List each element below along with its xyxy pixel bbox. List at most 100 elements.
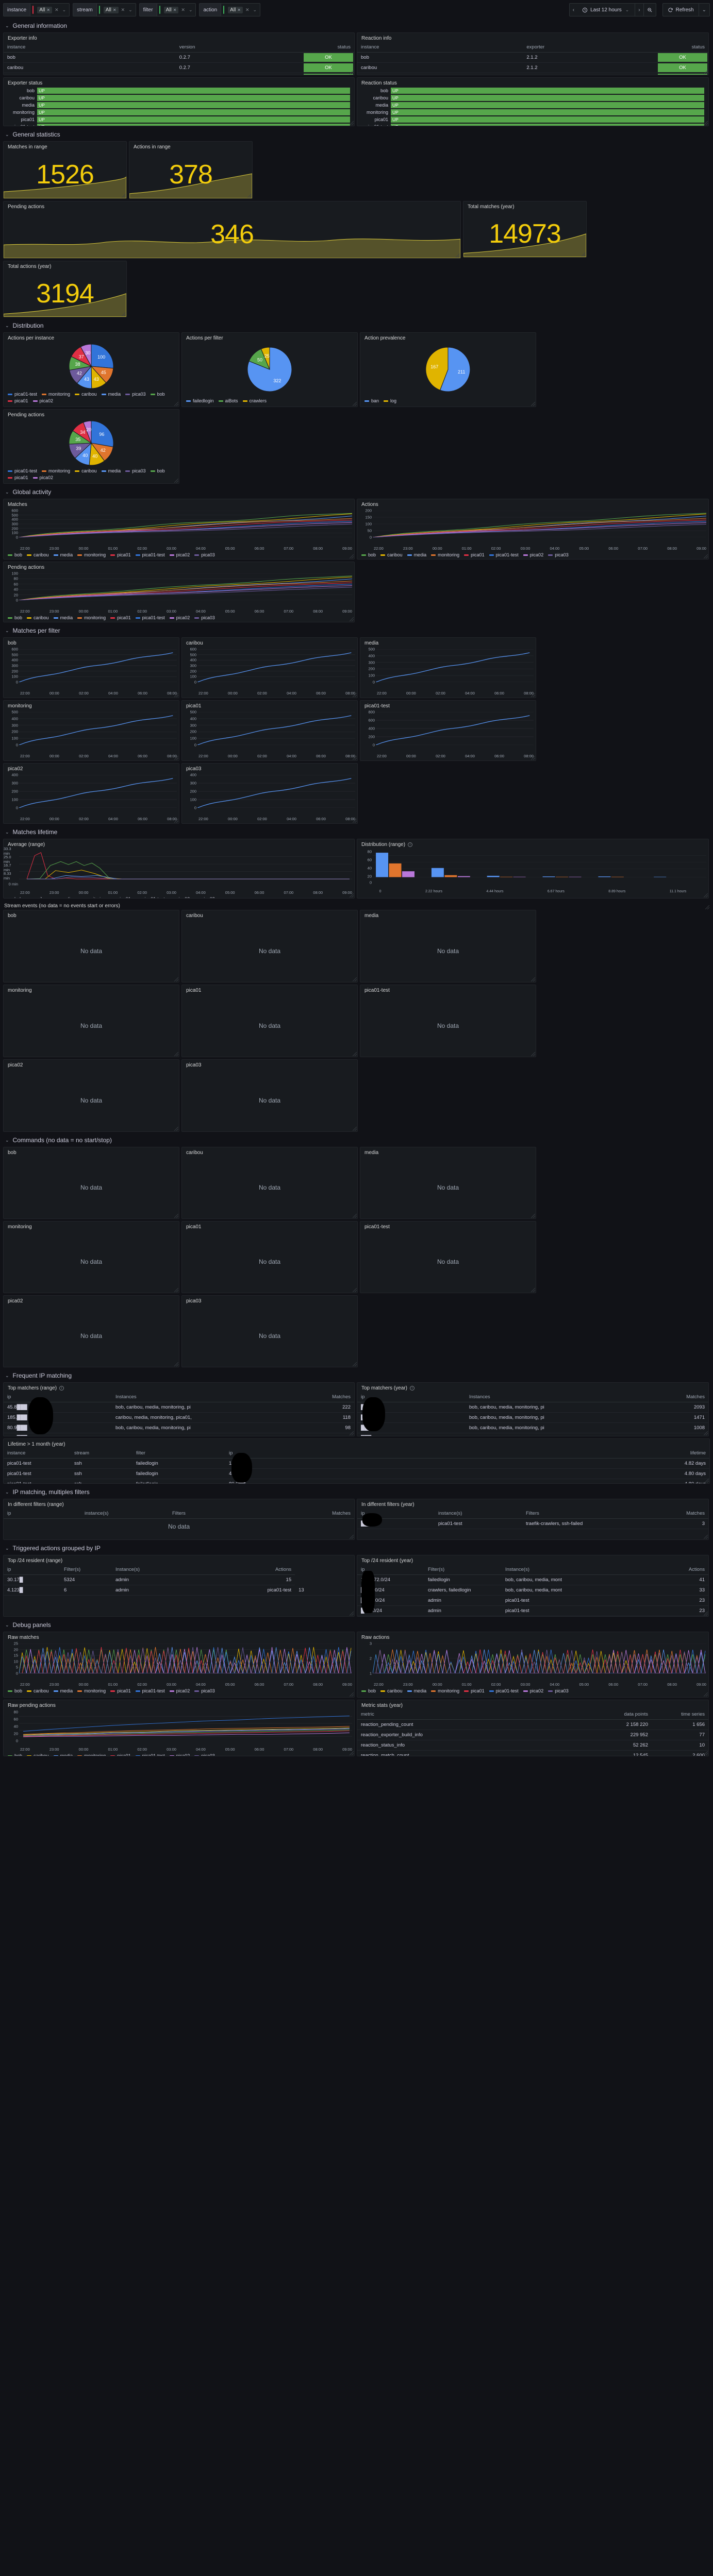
clear-icon[interactable]: ✕ [55, 7, 59, 12]
legend-item[interactable]: caribou [75, 468, 97, 473]
legend-item[interactable]: pica02 [32, 475, 53, 480]
refresh-button[interactable]: Refresh [663, 4, 699, 16]
legend-item[interactable]: pica01 [110, 1688, 131, 1693]
chevron-down-icon[interactable]: ⌄ [62, 7, 67, 12]
info-icon[interactable]: i [408, 842, 413, 847]
chart-legend[interactable]: pica01-test monitoring caribou media pica03 b… [4, 390, 179, 406]
legend-item[interactable]: monitoring [431, 1688, 459, 1693]
legend-item[interactable]: pica02 [169, 615, 190, 620]
legend-item[interactable]: monitoring [77, 615, 106, 620]
legend-item[interactable]: monitoring [42, 392, 70, 397]
chart-legend[interactable]: failedlogin [4, 758, 179, 761]
legend-item[interactable]: caribou [27, 1753, 49, 1756]
legend-item[interactable]: bob [8, 552, 22, 557]
legend-item[interactable]: pica03 [194, 552, 215, 557]
section-commands[interactable]: ⌄ Commands (no data = no start/stop) [0, 1133, 713, 1147]
legend-item[interactable]: monitoring [77, 1753, 106, 1756]
legend-item[interactable]: failedlogin [8, 697, 36, 698]
legend-item[interactable]: failedlogin [186, 823, 214, 824]
legend-item[interactable]: caribou [27, 552, 49, 557]
legend-item[interactable]: pica01-test [136, 896, 165, 898]
chevron-down-icon[interactable]: ⌄ [5, 323, 9, 328]
variable-stream-value[interactable]: All ✕ [103, 6, 119, 13]
legend-item[interactable]: pica03 [125, 468, 146, 473]
legend-item[interactable]: crawlers [242, 398, 267, 403]
legend-item[interactable]: aiBots [218, 398, 238, 403]
chart-legend[interactable]: bob caribou media monitoring pica01 pica01-te… [4, 614, 354, 622]
legend-item[interactable]: caribou [380, 1688, 403, 1693]
section-general-statistics[interactable]: ⌄ General statistics [0, 128, 713, 141]
legend-item[interactable]: pica01 [464, 552, 485, 557]
legend-item[interactable]: bob [150, 468, 165, 473]
chevron-down-icon[interactable]: ⌄ [128, 7, 132, 12]
clear-icon[interactable]: ✕ [121, 7, 125, 12]
legend-item[interactable]: monitoring [42, 468, 70, 473]
legend-item[interactable]: pica01 [110, 896, 131, 898]
chevron-down-icon[interactable]: ⌄ [188, 7, 193, 12]
time-shift-forward-button[interactable]: › [635, 4, 643, 16]
legend-item[interactable]: pica03 [194, 896, 215, 898]
legend-item[interactable]: caribou [27, 1688, 49, 1693]
legend-item[interactable]: failedlogin [418, 760, 445, 761]
legend-item[interactable]: pica01-test [8, 468, 37, 473]
legend-item[interactable]: failedlogin [8, 760, 36, 761]
legend-item[interactable]: media [407, 552, 426, 557]
legend-item[interactable]: log [384, 398, 396, 403]
legend-item[interactable]: bob [8, 896, 22, 898]
legend-item[interactable]: bob [8, 1753, 22, 1756]
chart-legend[interactable]: bob caribou media monitoring pica01 pica01-te… [4, 551, 354, 559]
legend-item[interactable]: pica02 [523, 552, 543, 557]
chevron-down-icon[interactable]: ⌄ [5, 829, 9, 835]
clear-icon[interactable]: ✕ [173, 7, 177, 12]
legend-item[interactable]: bob [8, 615, 22, 620]
legend-item[interactable]: pica02 [169, 552, 190, 557]
legend-item[interactable]: pica01 [110, 552, 131, 557]
chevron-down-icon[interactable]: ⌄ [253, 7, 257, 12]
legend-item[interactable]: media [53, 552, 73, 557]
legend-item[interactable]: bob [150, 392, 165, 397]
section-matches-lifetime[interactable]: ⌄ Matches lifetime [0, 825, 713, 839]
legend-item[interactable]: pica02 [170, 896, 190, 898]
clear-icon[interactable]: ✕ [46, 7, 51, 12]
chevron-down-icon[interactable]: ⌄ [625, 7, 629, 12]
legend-item[interactable]: pica01-test [135, 1688, 165, 1693]
legend-item[interactable]: pica03 [548, 1688, 569, 1693]
legend-item[interactable]: pica02 [169, 1753, 190, 1756]
refresh-control[interactable]: Refresh ⌄ [662, 3, 710, 16]
chart-legend[interactable]: failedlogin [182, 696, 357, 698]
legend-item[interactable]: ban [364, 398, 379, 403]
legend-item[interactable]: pica01 [464, 1688, 485, 1693]
legend-item[interactable]: bob [361, 552, 376, 557]
variable-stream[interactable]: stream All ✕ ✕ ⌄ [73, 3, 136, 16]
legend-item[interactable]: failedlogin [186, 697, 214, 698]
legend-item[interactable]: failedlogin [186, 760, 214, 761]
legend-item[interactable]: pica01-test [135, 552, 165, 557]
legend-item[interactable]: failedlogin [8, 823, 36, 824]
legend-item[interactable]: caribou [380, 552, 403, 557]
time-range-button[interactable]: Last 12 hours ⌄ [577, 4, 635, 16]
section-frequent-ip[interactable]: ⌄ Frequent IP matching [0, 1369, 713, 1382]
chart-legend[interactable]: failedlogin [182, 758, 357, 761]
chevron-down-icon[interactable]: ⌄ [5, 1137, 9, 1143]
legend-item[interactable]: monitoring [77, 896, 106, 898]
clear-icon[interactable]: ✕ [181, 7, 185, 12]
legend-item[interactable]: bob [8, 1688, 22, 1693]
clear-icon[interactable]: ✕ [112, 7, 117, 12]
refresh-interval-dropdown[interactable]: ⌄ [698, 4, 709, 16]
legend-item[interactable]: media [53, 1688, 73, 1693]
chevron-down-icon[interactable]: ⌄ [5, 489, 9, 495]
legend-item[interactable]: monitoring [77, 552, 106, 557]
legend-item[interactable]: media [407, 1688, 426, 1693]
info-icon[interactable]: i [409, 1386, 414, 1391]
chart-legend[interactable]: bob caribou media monitoring pica01 pica01-te… [357, 1687, 708, 1697]
legend-item[interactable]: aiBots [364, 760, 384, 761]
legend-item[interactable]: bob [361, 1688, 376, 1693]
variable-action-value[interactable]: All ✕ [228, 6, 243, 13]
legend-item[interactable]: caribou [75, 392, 97, 397]
variable-filter-value[interactable]: All ✕ [163, 6, 179, 13]
variable-instance-value[interactable]: All ✕ [37, 6, 53, 13]
variable-instance[interactable]: instance All ✕ ✕ ⌄ [3, 3, 70, 16]
legend-item[interactable]: pica03 [194, 1688, 215, 1693]
legend-item[interactable]: pica03 [125, 392, 146, 397]
variable-action[interactable]: action All ✕ ✕ ⌄ [199, 3, 261, 16]
